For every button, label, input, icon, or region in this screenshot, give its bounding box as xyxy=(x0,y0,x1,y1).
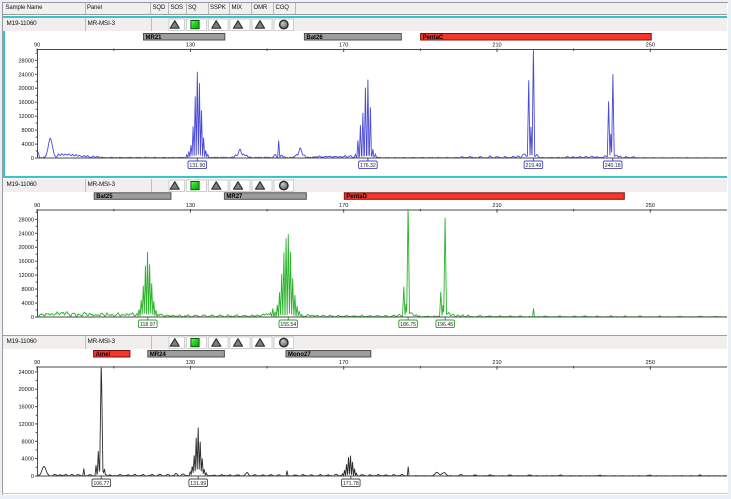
svg-text:20000: 20000 xyxy=(18,245,34,251)
svg-text:20000: 20000 xyxy=(18,387,34,393)
svg-text:8000: 8000 xyxy=(22,128,34,134)
svg-text:90: 90 xyxy=(34,203,40,209)
svg-text:130: 130 xyxy=(186,43,195,49)
svg-text:16000: 16000 xyxy=(18,405,34,411)
svg-text:Mono27: Mono27 xyxy=(288,352,311,358)
svg-text:240.18: 240.18 xyxy=(605,163,621,169)
svg-text:24000: 24000 xyxy=(18,231,34,237)
svg-text:PentaC: PentaC xyxy=(423,35,444,41)
svg-text:PentaD: PentaD xyxy=(346,194,367,200)
svg-text:170: 170 xyxy=(339,43,348,49)
svg-text:4000: 4000 xyxy=(22,457,34,463)
svg-text:12000: 12000 xyxy=(18,273,34,279)
svg-text:0: 0 xyxy=(31,156,34,162)
svg-text:12000: 12000 xyxy=(18,114,34,120)
svg-text:8000: 8000 xyxy=(22,287,34,293)
svg-text:130: 130 xyxy=(186,360,195,366)
svg-text:250: 250 xyxy=(646,360,655,366)
svg-text:MR27: MR27 xyxy=(226,194,243,200)
svg-text:170: 170 xyxy=(339,203,348,209)
svg-text:171.78: 171.78 xyxy=(343,481,359,487)
svg-text:210: 210 xyxy=(492,203,501,209)
svg-text:MR21: MR21 xyxy=(146,35,163,41)
svg-text:106.77: 106.77 xyxy=(93,481,109,487)
svg-text:4000: 4000 xyxy=(22,142,34,148)
svg-text:4000: 4000 xyxy=(22,301,34,307)
svg-text:Bat25: Bat25 xyxy=(96,194,113,200)
svg-text:155.54: 155.54 xyxy=(280,322,296,328)
svg-text:Bat26: Bat26 xyxy=(306,35,323,41)
svg-text:250: 250 xyxy=(646,203,655,209)
svg-text:28000: 28000 xyxy=(18,217,34,223)
svg-text:MR24: MR24 xyxy=(150,352,167,358)
svg-text:186.75: 186.75 xyxy=(400,322,416,328)
svg-text:24000: 24000 xyxy=(18,72,34,78)
svg-text:16000: 16000 xyxy=(18,259,34,265)
svg-text:0: 0 xyxy=(31,474,34,480)
svg-text:28000: 28000 xyxy=(18,58,34,64)
svg-text:176.32: 176.32 xyxy=(360,163,376,169)
svg-text:210: 210 xyxy=(492,360,501,366)
svg-text:219.49: 219.49 xyxy=(525,163,541,169)
svg-text:210: 210 xyxy=(492,43,501,49)
svg-text:170: 170 xyxy=(339,360,348,366)
svg-text:12000: 12000 xyxy=(18,422,34,428)
svg-text:196.45: 196.45 xyxy=(437,322,453,328)
svg-text:8000: 8000 xyxy=(22,439,34,445)
svg-text:16000: 16000 xyxy=(18,100,34,106)
svg-text:20000: 20000 xyxy=(18,86,34,92)
svg-text:Amel: Amel xyxy=(96,352,111,358)
svg-text:250: 250 xyxy=(646,43,655,49)
svg-text:90: 90 xyxy=(34,43,40,49)
svg-text:90: 90 xyxy=(34,360,40,366)
svg-text:131.90: 131.90 xyxy=(189,163,205,169)
svg-text:0: 0 xyxy=(31,315,34,321)
svg-text:118.97: 118.97 xyxy=(140,322,156,328)
svg-text:131.99: 131.99 xyxy=(190,481,206,487)
svg-text:130: 130 xyxy=(186,203,195,209)
svg-text:24000: 24000 xyxy=(18,370,34,376)
